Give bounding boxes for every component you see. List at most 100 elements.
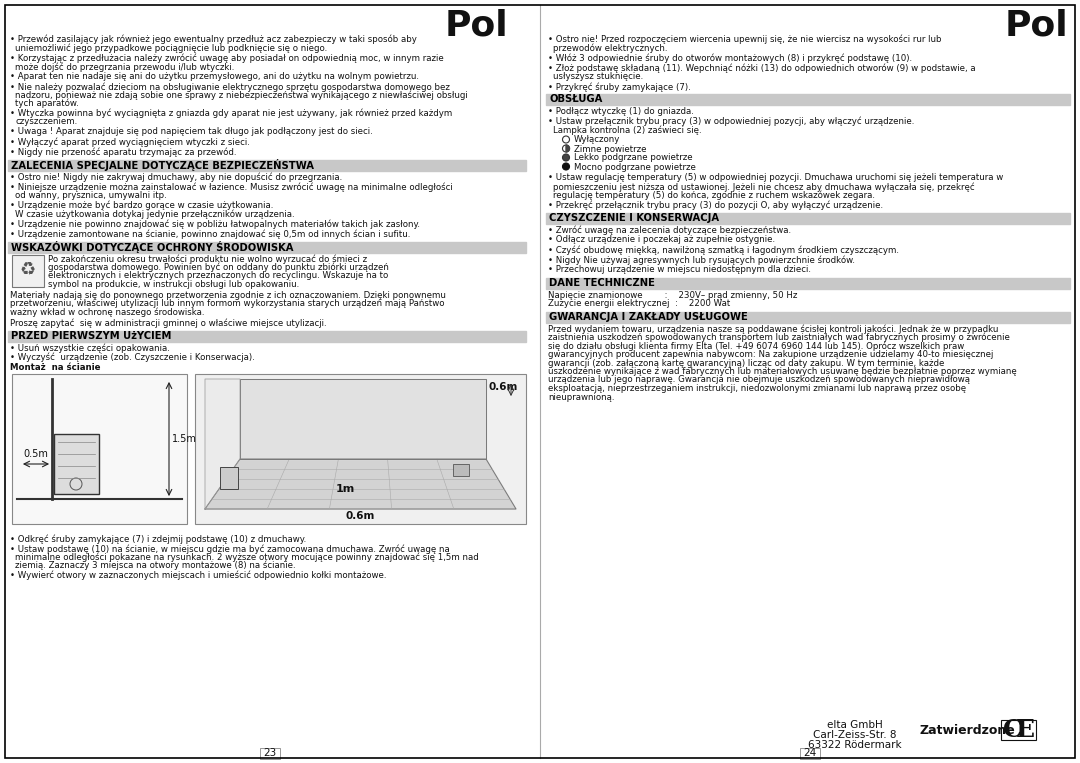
Text: elta GmbH: elta GmbH [827, 720, 882, 730]
Text: • Uwaga ! Aparat znajduje się pod napięciem tak długo jak podłączony jest do sie: • Uwaga ! Aparat znajduje się pod napięc… [10, 127, 373, 137]
Polygon shape [205, 459, 516, 509]
Text: 24: 24 [804, 748, 816, 758]
Text: • Urządzenie nie powinno znajdować się w pobliżu łatwopalnych materiałów takich : • Urządzenie nie powinno znajdować się w… [10, 220, 420, 229]
Text: • Ostro nie! Przed rozpoczęciem wiercenia upewnij się, że nie wiercisz na wysoko: • Ostro nie! Przed rozpoczęciem wierceni… [548, 35, 942, 44]
Text: urządzenia lub jego naprawę. Gwarancja nie obejmuje uszkodzeń spowodowanych niep: urządzenia lub jego naprawę. Gwarancja n… [548, 375, 970, 385]
Text: Lekko podgrzane powietrze: Lekko podgrzane powietrze [573, 153, 692, 163]
Text: • Korzystając z przedłużacia należy zwrócić uwagę aby posiadał on odpowiednią mo: • Korzystając z przedłużacia należy zwró… [10, 53, 444, 63]
Text: uniemożliwić jego przypadkowe pociągnięcie lub podknięcie się o niego.: uniemożliwić jego przypadkowe pociągnięc… [15, 43, 327, 53]
Text: ♻: ♻ [19, 262, 36, 279]
Text: Po zakończeniu okresu trwałości produktu nie wolno wyrzucać do śmieci z: Po zakończeniu okresu trwałości produktu… [48, 255, 367, 264]
Text: Zużycie energii elektrycznej  :    2200 Wat: Zużycie energii elektrycznej : 2200 Wat [548, 299, 730, 308]
Text: zaistnienia uszkodzeń spowodowanych transportem lub zaistniałych wad fabrycznych: zaistnienia uszkodzeń spowodowanych tran… [548, 333, 1010, 343]
Text: 23: 23 [264, 748, 276, 758]
Text: • Przechowuj urządzenie w miejscu niedostępnym dla dzieci.: • Przechowuj urządzenie w miejscu niedos… [548, 266, 811, 275]
Text: od wanny, prysznica, umywalni itp.: od wanny, prysznica, umywalni itp. [15, 191, 166, 200]
Bar [8, 242, 526, 253]
Text: • Odkręć śruby zamykające (7) i zdejmij podstawę (10) z dmuchawy.: • Odkręć śruby zamykające (7) i zdejmij … [10, 534, 307, 543]
Text: PRZED PIERWSZYM UżYCIEM: PRZED PIERWSZYM UżYCIEM [11, 331, 172, 341]
Bar [12, 374, 187, 524]
Text: • Wtyczka powinna być wyciągnięta z gniazda gdy aparat nie jest używany, jak rów: • Wtyczka powinna być wyciągnięta z gnia… [10, 109, 453, 118]
Text: • Przykręć śruby zamykające (7).: • Przykręć śruby zamykające (7). [548, 82, 691, 92]
Text: gwarancji (zob. załączoną kartę gwarancyjną) licząc od daty zakupu. W tym termin: gwarancji (zob. załączoną kartę gwarancy… [548, 359, 944, 368]
Text: Montaż  na ścianie: Montaż na ścianie [10, 362, 100, 372]
Text: usłyszysz stuknięcie.: usłyszysz stuknięcie. [553, 72, 644, 81]
Text: • Ustaw podstawę (10) na ścianie, w miejscu gdzie ma być zamocowana dmuchawa. Zw: • Ustaw podstawę (10) na ścianie, w miej… [10, 544, 449, 553]
Text: • Włóż 3 odpowiednie śruby do otworów montażowych (8) i przykręć podstawę (10).: • Włóż 3 odpowiednie śruby do otworów mo… [548, 53, 913, 63]
Text: • Ustaw przełącznik trybu pracy (3) w odpowiedniej pozycji, aby włączyć urządzen: • Ustaw przełącznik trybu pracy (3) w od… [548, 117, 915, 127]
Text: • Odłącz urządzenie i poczekaj aż zupełnie ostygnie.: • Odłącz urządzenie i poczekaj aż zupełn… [548, 236, 775, 244]
Text: • Przekręć przełącznik trybu pracy (3) do pozycji O, aby wyłączyć urządzenie.: • Przekręć przełącznik trybu pracy (3) d… [548, 201, 883, 210]
Text: Carl-Zeiss-Str. 8: Carl-Zeiss-Str. 8 [813, 730, 896, 740]
Text: E: E [1016, 718, 1035, 742]
Text: gospodarstwa domowego. Powinien być on oddany do punktu zbiórki urządzeń: gospodarstwa domowego. Powinien być on o… [48, 263, 389, 272]
Circle shape [563, 154, 569, 161]
Text: uszkodzenie wynikające z wad fabrycznych lub materiałowych usuwanę będzie bezpła: uszkodzenie wynikające z wad fabrycznych… [548, 367, 1016, 376]
Text: przetworzeniu, właściwej utylizacji lub innym formom wykorzystania starych urząd: przetworzeniu, właściwej utylizacji lub … [10, 299, 445, 308]
Text: W czasie użytkowania dotykaj jedynie przełączników urządzenia.: W czasie użytkowania dotykaj jedynie prz… [15, 210, 295, 219]
Text: Zimne powietrze: Zimne powietrze [573, 144, 647, 153]
Text: 0.6m: 0.6m [488, 382, 518, 392]
Bar [54, 434, 99, 494]
Text: nieuprawnioną.: nieuprawnioną. [548, 392, 615, 401]
Text: 1m: 1m [336, 484, 354, 494]
Text: • Urządzenie zamontowane na ścianie, powinno znajdować się 0,5m od innych ścian : • Urządzenie zamontowane na ścianie, pow… [10, 230, 410, 239]
Bar [8, 330, 526, 342]
Text: regulację temperatury (5) do końca, zgodnie z ruchem wskazówek zegara.: regulację temperatury (5) do końca, zgod… [553, 191, 875, 200]
Text: gwarancyjnych producent zapewnia nabywcom: Na zakupione urządzenie udzielamy 40-: gwarancyjnych producent zapewnia nabywco… [548, 350, 994, 359]
Text: może dojść do przegrzania przewodu i/lub wtyczki.: może dojść do przegrzania przewodu i/lub… [15, 62, 234, 72]
Text: 0.5m: 0.5m [24, 449, 49, 459]
Text: ważny wkład w ochronę naszego środowiska.: ważny wkład w ochronę naszego środowiska… [10, 307, 204, 317]
Text: 0.6m: 0.6m [346, 511, 375, 521]
Text: • Przewód zasilający jak również jego ewentualny przedłuż acz zabezpieczy w taki: • Przewód zasilający jak również jego ew… [10, 35, 417, 44]
Text: ziemią. Zaznaczy 3 miejsca na otwory montażowe (8) na ścianie.: ziemią. Zaznaczy 3 miejsca na otwory mon… [15, 561, 296, 571]
Bar [546, 94, 1070, 105]
Bar [260, 748, 280, 759]
Text: Mocno podgrzane powietrze: Mocno podgrzane powietrze [573, 163, 696, 172]
Text: elektronicznych i elektrycznych przeznaczonych do recyclingu. Wskazuje na to: elektronicznych i elektrycznych przeznac… [48, 272, 388, 281]
Text: symbol na produkcie, w instrukcji obsługi lub opakowaniu.: symbol na produkcie, w instrukcji obsług… [48, 280, 299, 289]
Bar [546, 278, 1070, 288]
Text: się do działu obsługi klienta firmy Elta (Tel. +49 6074 6960 144 lub 145). Opróc: się do działu obsługi klienta firmy Elta… [548, 342, 964, 351]
Text: 1.5m: 1.5m [172, 434, 197, 444]
Text: Proszę zapytać  się w administracji gminnej o właściwe miejsce utylizacji.: Proszę zapytać się w administracji gminn… [10, 319, 326, 329]
Bar [195, 374, 526, 524]
Wedge shape [566, 145, 569, 152]
Polygon shape [205, 379, 240, 509]
Text: • Usuń wszystkie części opakowania.: • Usuń wszystkie części opakowania. [10, 343, 170, 353]
Text: • Nie należy pozwalać dzieciom na obsługiwanie elektrycznego sprzętu gospodarstw: • Nie należy pozwalać dzieciom na obsług… [10, 82, 450, 92]
Text: Pol: Pol [1004, 8, 1068, 42]
Bar [1001, 720, 1036, 740]
Text: • Wywierć otwory w zaznaczonych miejscach i umieścić odpowiednio kołki montażowe: • Wywierć otwory w zaznaczonych miejscac… [10, 571, 387, 581]
Text: 63322 Rödermark: 63322 Rödermark [808, 740, 902, 750]
Text: Napięcie znamionowe        :    230V– prąd zmienny, 50 Hz: Napięcie znamionowe : 230V– prąd zmienny… [548, 291, 797, 300]
Bar [220, 467, 238, 489]
Text: nadzoru, ponieważ nie zdają sobie one sprawy z niebezpieczeństwa wynikającego z : nadzoru, ponieważ nie zdają sobie one sp… [15, 91, 468, 100]
Text: • Zwróć uwagę na zalecenia dotyczące bezpieczeństwa.: • Zwróć uwagę na zalecenia dotyczące bez… [548, 226, 792, 235]
Text: Przed wydaniem towaru, urządzenia nasze są poddawane ścisłej kontroli jakości. J: Przed wydaniem towaru, urządzenia nasze … [548, 324, 998, 334]
Text: • Złoż podstawę składaną (11). Wepchniąć nóżki (13) do odpowiednich otworów (9) : • Złoż podstawę składaną (11). Wepchniąć… [548, 63, 975, 73]
Text: Pol: Pol [444, 8, 508, 42]
Text: • Wyczyść  urządzenie (zob. Czyszczenie i Konserwacja).: • Wyczyść urządzenie (zob. Czyszczenie i… [10, 352, 255, 362]
Text: • Aparat ten nie nadaje się ani do użytku przemysłowego, ani do użytku na wolnym: • Aparat ten nie nadaje się ani do użytk… [10, 72, 419, 81]
Text: eksploatacją, nieprzestrzeganiem instrukcji, niedozwolonymi zmianami lub naprawą: eksploatacją, nieprzestrzeganiem instruk… [548, 384, 967, 393]
Bar [546, 213, 1070, 224]
Text: CZYSZCZENIE I KONSERWACJA: CZYSZCZENIE I KONSERWACJA [549, 213, 719, 223]
Text: • Nigdy Nie używaj agresywnych lub rysujących powierzchnie środków.: • Nigdy Nie używaj agresywnych lub rysuj… [548, 256, 855, 265]
Bar [800, 748, 820, 759]
Polygon shape [240, 379, 486, 459]
Text: pomieszczeniu jest niższa od ustawionej. Jeżeli nie chcesz aby dmuchawa wyłączał: pomieszczeniu jest niższa od ustawionej.… [553, 182, 974, 192]
Text: Materiały nadają się do ponownego przetworzenia zgodnie z ich oznaczowaniem. Dzi: Materiały nadają się do ponownego przetw… [10, 291, 446, 300]
Text: • Czyść obudowę miękką, nawilżoną szmatką i łagodnym środkiem czyszczącym.: • Czyść obudowę miękką, nawilżoną szmatk… [548, 246, 899, 255]
Text: • Ostro nie! Nigdy nie zakrywaj dmuchawy, aby nie dopuścić do przegrzania.: • Ostro nie! Nigdy nie zakrywaj dmuchawy… [10, 172, 342, 182]
Text: minimalne odległości pokazane na rysunkach. 2 wyższe otwory mocujące powinny zna: minimalne odległości pokazane na rysunka… [15, 552, 478, 562]
Text: • Urządzenie może być bardzo gorące w czasie użytkowania.: • Urządzenie może być bardzo gorące w cz… [10, 201, 273, 211]
Text: • Ustaw regulację temperatury (5) w odpowiedniej pozycji. Dmuchawa uruchomi się : • Ustaw regulację temperatury (5) w odpo… [548, 173, 1003, 182]
Text: przewodów elektrycznych.: przewodów elektrycznych. [553, 43, 667, 53]
Text: Wyłączony: Wyłączony [573, 136, 620, 144]
Text: GWARANCJA I ZAKŁADY USŁUGOWE: GWARANCJA I ZAKŁADY USŁUGOWE [549, 312, 747, 322]
Text: C: C [1003, 718, 1023, 742]
Bar [8, 159, 526, 170]
Text: • Wyłączyć aparat przed wyciągnięciem wtyczki z sieci.: • Wyłączyć aparat przed wyciągnięciem wt… [10, 137, 249, 147]
Bar [546, 311, 1070, 323]
